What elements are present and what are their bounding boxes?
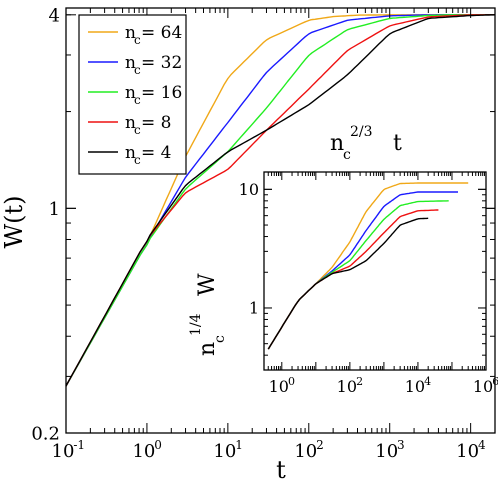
legend-label-sub: c: [134, 123, 141, 137]
x-tick-label-base: 10: [375, 441, 398, 462]
x-tick-label-exp: 4: [478, 438, 486, 452]
series-line-nc-32: [65, 14, 495, 387]
x-tick-label: 102: [294, 438, 323, 462]
x-tick-label-base: 10: [269, 377, 289, 396]
main-y-axis-label: W(t): [0, 195, 28, 248]
legend-label-sub: c: [134, 33, 141, 47]
x-tick-label: 101: [213, 438, 242, 462]
x-tick-label: 10 6: [473, 375, 498, 396]
inset-background: [264, 172, 486, 370]
x-tick-label-exp: 3: [397, 438, 405, 452]
legend-entry: nc = 4: [88, 143, 171, 167]
y-tick-label: 4: [49, 5, 60, 26]
series-line-nc-8: [65, 14, 495, 387]
legend-label-base: n: [125, 113, 136, 133]
legend-entry: nc = 16: [88, 83, 182, 107]
main-plot-series: [65, 14, 496, 387]
x-tick-label-base: 10: [473, 377, 493, 396]
x-tick-label-exp: 2: [356, 375, 363, 388]
y-tick-label: 0.2: [31, 423, 60, 444]
legend-entry: nc = 32: [88, 53, 182, 77]
x-tick-label-exp: 6: [492, 375, 498, 388]
legend-label-value: = 4: [141, 143, 171, 163]
x-tick-label-base: 10: [456, 441, 479, 462]
x-tick-label-exp: -1: [73, 438, 85, 452]
series-line-nc-4: [65, 14, 496, 387]
inset-x-axis-label: n c 2/3 t: [330, 124, 402, 163]
x-tick-label: 100: [132, 438, 161, 462]
x-tick-label: 10-1: [52, 438, 86, 462]
main-plot-frame: [65, 7, 496, 434]
legend-label-base: n: [125, 143, 136, 163]
inset-x-label-sub: c: [343, 147, 351, 163]
inset-x-label-exp: 2/3: [350, 124, 373, 140]
inset-y-axis-label: n c 1/4 W: [188, 273, 228, 356]
legend-entry: nc = 64: [88, 23, 182, 47]
legend-label-base: n: [125, 23, 136, 43]
legend-entry: nc = 8: [88, 113, 171, 137]
legend-label-sub: c: [134, 63, 141, 77]
legend-label-sub: c: [134, 93, 141, 107]
x-tick-label-base: 10: [294, 441, 317, 462]
x-tick-label-base: 10: [405, 377, 425, 396]
inset-plot-frame: [263, 171, 487, 371]
legend-label-value: = 8: [141, 113, 171, 133]
main-x-axis-label: t: [276, 456, 286, 484]
inset-x-label-base: n: [330, 131, 344, 156]
x-tick-label-exp: 0: [288, 375, 295, 388]
inset-y-label-exp: 1/4: [188, 313, 204, 336]
x-tick-label-base: 10: [52, 441, 75, 462]
y-tick-label: 1: [249, 299, 259, 318]
inset-y-label-var: W: [195, 273, 220, 296]
x-tick-label-exp: 4: [424, 375, 431, 388]
x-tick-label-exp: 1: [235, 438, 243, 452]
legend-label-sub: c: [134, 153, 141, 167]
legend-box: [78, 14, 187, 175]
legend-label-value: = 16: [141, 83, 182, 103]
x-tick-label: 103: [375, 438, 404, 462]
x-tick-label-base: 10: [337, 377, 357, 396]
series-line-nc-4: [267, 217, 429, 350]
x-tick-label: 104: [456, 438, 486, 462]
legend-label-value: = 64: [141, 23, 182, 43]
legend-label-value: = 32: [141, 53, 182, 73]
x-tick-label-base: 10: [213, 441, 236, 462]
inset-y-label-sub: c: [212, 335, 228, 343]
series-line-nc-64: [65, 14, 495, 387]
inset-x-label-var: t: [393, 131, 402, 156]
x-tick-label-exp: 2: [316, 438, 324, 452]
legend-label-base: n: [125, 53, 136, 73]
x-tick-label-base: 10: [132, 441, 155, 462]
x-tick-label-exp: 0: [154, 438, 162, 452]
inset-y-label-base: n: [195, 342, 220, 356]
legend-label-base: n: [125, 83, 136, 103]
series-line-nc-16: [65, 14, 495, 387]
inset-plot-series: [267, 182, 469, 350]
y-tick-label: 1: [49, 199, 60, 220]
y-tick-label: 10: [239, 180, 259, 199]
